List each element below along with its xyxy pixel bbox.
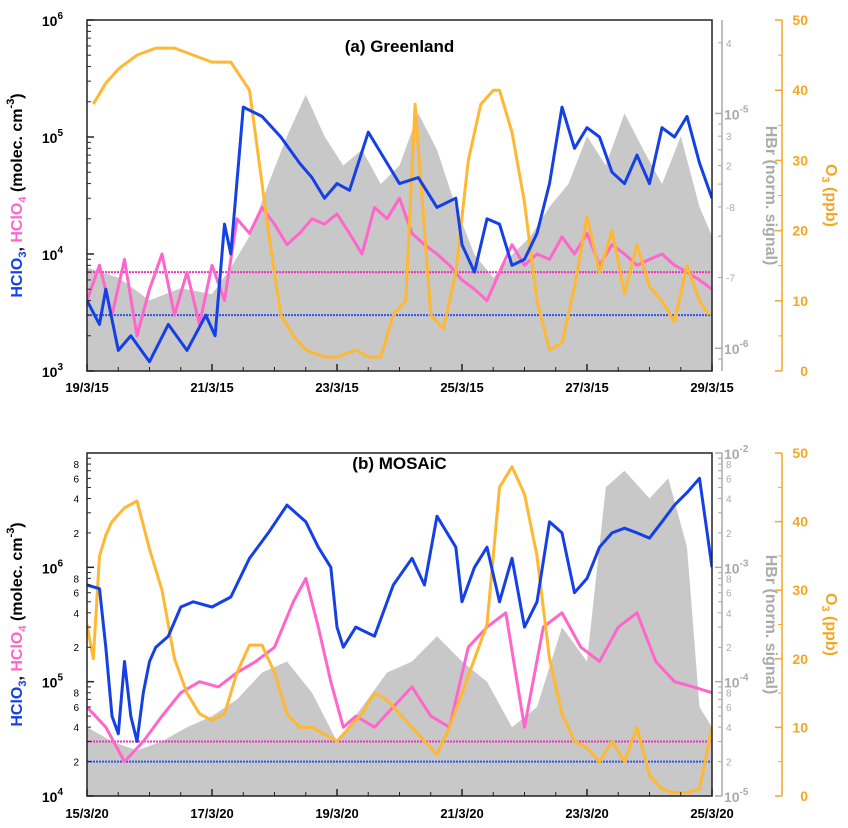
series-hclo4-line — [87, 196, 712, 338]
y-hbr-tick-label: 10-4 — [724, 673, 749, 691]
y-left-minor-label: 4 — [73, 494, 79, 505]
y-o3-tick-label: 40 — [792, 82, 808, 98]
series-o3-line — [92, 46, 711, 359]
y-hbr-minor-label: 4 — [726, 609, 732, 620]
y-left-tick-label: 105 — [42, 128, 64, 146]
y-hbr-minor-label: 6 — [726, 703, 732, 714]
chart-title: (b) MOSAiC — [352, 454, 446, 473]
y-left-minor-label: 2 — [73, 758, 79, 769]
y-hbr-minor-label: 8 — [726, 574, 732, 585]
x-tick-label: 19/3/20 — [315, 806, 358, 821]
series-hclo4-line — [87, 576, 712, 764]
y-left-minor-label: 4 — [73, 723, 79, 734]
plot-area — [87, 46, 712, 371]
y-o3-tick-label: 0 — [800, 788, 808, 804]
x-tick-label: 19/3/15 — [65, 380, 108, 395]
x-tick-label: 15/3/20 — [65, 806, 108, 821]
x-tick-label: 23/3/15 — [315, 380, 358, 395]
x-tick-label: 25/3/20 — [690, 806, 733, 821]
y-left-tick-label: 104 — [42, 245, 64, 263]
y-hbr-axis-label: HBr (norm. signal) — [762, 126, 779, 266]
y-left-axis-label: HClO3, HClO4 (molec. cm-3) — [5, 522, 29, 726]
y-hbr-minor-label: 4 — [726, 723, 732, 734]
y-o3-tick-label: 30 — [792, 152, 808, 168]
y-hbr-tick-label: 10-5 — [724, 104, 749, 122]
y-o3-tick-label: 40 — [792, 514, 808, 530]
y-left-tick-label: 105 — [42, 673, 64, 691]
y-left-minor-label: 2 — [73, 643, 79, 654]
y-left-minor-label: 6 — [73, 703, 79, 714]
x-tick-label: 27/3/15 — [565, 380, 608, 395]
x-tick-label: 25/3/15 — [440, 380, 483, 395]
plot-area — [87, 465, 712, 796]
y-o3-tick-label: 30 — [792, 582, 808, 598]
y-hbr-minor-label: 4 — [726, 494, 732, 505]
y-hbr-minor-label: 3 — [726, 132, 732, 143]
y-left-tick-label: 106 — [42, 558, 64, 576]
y-left-minor-label: 2 — [73, 529, 79, 540]
y-o3-tick-label: 50 — [792, 445, 808, 461]
series-hclo3-line — [87, 105, 712, 364]
y-left-minor-label: 8 — [73, 574, 79, 585]
y-hbr-minor-label: 2 — [726, 643, 732, 654]
x-tick-label: 21/3/15 — [190, 380, 233, 395]
y-hbr-minor-label: 6 — [726, 589, 732, 600]
y-left-minor-label: 6 — [73, 474, 79, 485]
y-left-minor-label: 8 — [73, 460, 79, 471]
y-hbr-tick-label: 10-6 — [724, 339, 749, 357]
y-o3-tick-label: 20 — [792, 223, 808, 239]
series-hbr-area — [87, 470, 712, 796]
series-hbr-area — [87, 94, 712, 371]
y-hbr-minor-label: 2 — [726, 529, 732, 540]
y-hbr-minor-label: 2 — [726, 758, 732, 769]
y-hbr-minor-label: -8 — [726, 203, 735, 214]
y-o3-tick-label: 10 — [792, 719, 808, 735]
series-o3-line — [87, 465, 712, 795]
x-tick-label: 23/3/20 — [565, 806, 608, 821]
y-hbr-minor-label: 8 — [726, 689, 732, 700]
y-left-minor-label: 8 — [73, 689, 79, 700]
y-hbr-minor-label: -7 — [726, 274, 735, 285]
y-left-axis-label: HClO3, HClO4 (molec. cm-3) — [5, 93, 29, 297]
y-o3-axis-label: O3 (ppb) — [819, 164, 839, 227]
y-hbr-tick-label: 10-2 — [724, 444, 749, 462]
y-left-minor-label: 4 — [73, 609, 79, 620]
chart-title: (a) Greenland — [345, 37, 455, 56]
y-hbr-tick-label: 10-5 — [724, 787, 749, 805]
x-tick-label: 21/3/20 — [440, 806, 483, 821]
y-hbr-minor-label: 8 — [726, 460, 732, 471]
x-tick-label: 29/3/15 — [690, 380, 733, 395]
y-hbr-minor-label: 6 — [726, 474, 732, 485]
y-left-tick-label: 106 — [42, 11, 64, 29]
panel-greenland: (a) Greenland 19/3/15 21/3/15 23/3/15 25/3/1… — [5, 11, 839, 395]
y-hbr-axis-label: HBr (norm. signal) — [762, 555, 779, 695]
y-o3-axis-label: O3 (ppb) — [819, 593, 839, 656]
y-left-minor-label: 6 — [73, 589, 79, 600]
y-o3-tick-label: 0 — [800, 363, 808, 379]
y-o3-tick-label: 50 — [792, 12, 808, 28]
y-o3-tick-label: 10 — [792, 293, 808, 309]
series-hclo3-line — [87, 476, 712, 743]
y-o3-tick-label: 20 — [792, 651, 808, 667]
y-left-tick-label: 104 — [42, 787, 64, 805]
y-hbr-minor-label: 4 — [726, 39, 732, 50]
y-hbr-minor-label: 2 — [726, 162, 732, 173]
y-left-tick-label: 103 — [42, 362, 64, 380]
x-tick-label: 17/3/20 — [190, 806, 233, 821]
y-hbr-tick-label: 10-3 — [724, 558, 749, 576]
